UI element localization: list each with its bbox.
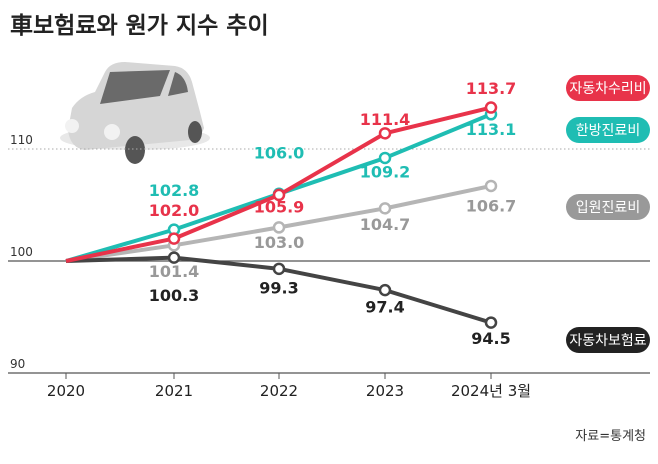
data-point — [167, 251, 181, 264]
data-label: 101.4 — [149, 262, 200, 281]
data-label: 97.4 — [365, 298, 404, 317]
data-point — [378, 127, 392, 140]
data-label: 100.3 — [149, 286, 200, 305]
data-label: 106.0 — [254, 143, 305, 162]
y-tick-label: 110 — [10, 133, 33, 147]
data-point — [378, 151, 392, 165]
data-label: 113.1 — [466, 120, 517, 139]
chart-title: 車보험료와 원가 지수 추이 — [10, 13, 269, 39]
data-label: 106.7 — [466, 196, 517, 215]
data-point — [378, 283, 392, 297]
data-point — [272, 262, 286, 276]
car-illustration — [60, 62, 210, 164]
legend-pill — [566, 327, 650, 353]
data-label: 111.4 — [360, 110, 411, 129]
legend-item: 자동차수리비 — [566, 75, 650, 101]
series-2: 101.4 103.0 104.7 106.7 — [65, 179, 517, 281]
data-point — [484, 101, 498, 114]
series-3: 100.3 99.3 97.4 94.5 — [65, 251, 511, 348]
data-point — [484, 179, 498, 193]
legend-label: 한방진료비 — [576, 123, 640, 139]
legend-label: 입원진료비 — [576, 200, 640, 216]
data-label: 109.2 — [360, 162, 411, 181]
data-point — [272, 188, 286, 202]
data-label: 102.0 — [149, 201, 200, 220]
data-label: 113.7 — [466, 79, 517, 98]
legend-pill — [566, 75, 650, 101]
data-point — [167, 232, 181, 245]
x-tick-label: 2021 — [155, 382, 193, 400]
data-label: 104.7 — [360, 215, 411, 234]
legend-item: 한방진료비 — [566, 117, 650, 143]
data-label: 105.9 — [254, 197, 305, 216]
data-label: 103.0 — [254, 233, 305, 252]
data-label: 99.3 — [259, 278, 298, 297]
data-label: 102.8 — [149, 181, 200, 200]
x-tick-label: 2023 — [366, 382, 404, 400]
legend-label: 자동차수리비 — [569, 81, 646, 97]
legend-pill — [566, 117, 650, 143]
x-tick-label: 2024년 3월 — [451, 382, 531, 400]
data-label: 94.5 — [471, 329, 510, 348]
legend-label: 자동차보험료 — [569, 333, 646, 349]
source-note: 자료=통계청 — [575, 429, 646, 444]
legend-item: 자동차보험료 — [566, 327, 650, 353]
legend-item: 입원진료비 — [566, 194, 650, 220]
x-tick-label: 2020 — [47, 382, 85, 400]
series-0: 102.0 105.9 111.4 113.7 — [65, 79, 517, 263]
data-point — [378, 202, 392, 215]
y-tick-label: 100 — [10, 245, 33, 259]
y-tick-label: 90 — [10, 357, 25, 371]
data-point — [484, 316, 498, 329]
data-point — [272, 221, 286, 234]
x-tick-label: 2022 — [260, 382, 298, 400]
legend-pill — [566, 194, 650, 220]
